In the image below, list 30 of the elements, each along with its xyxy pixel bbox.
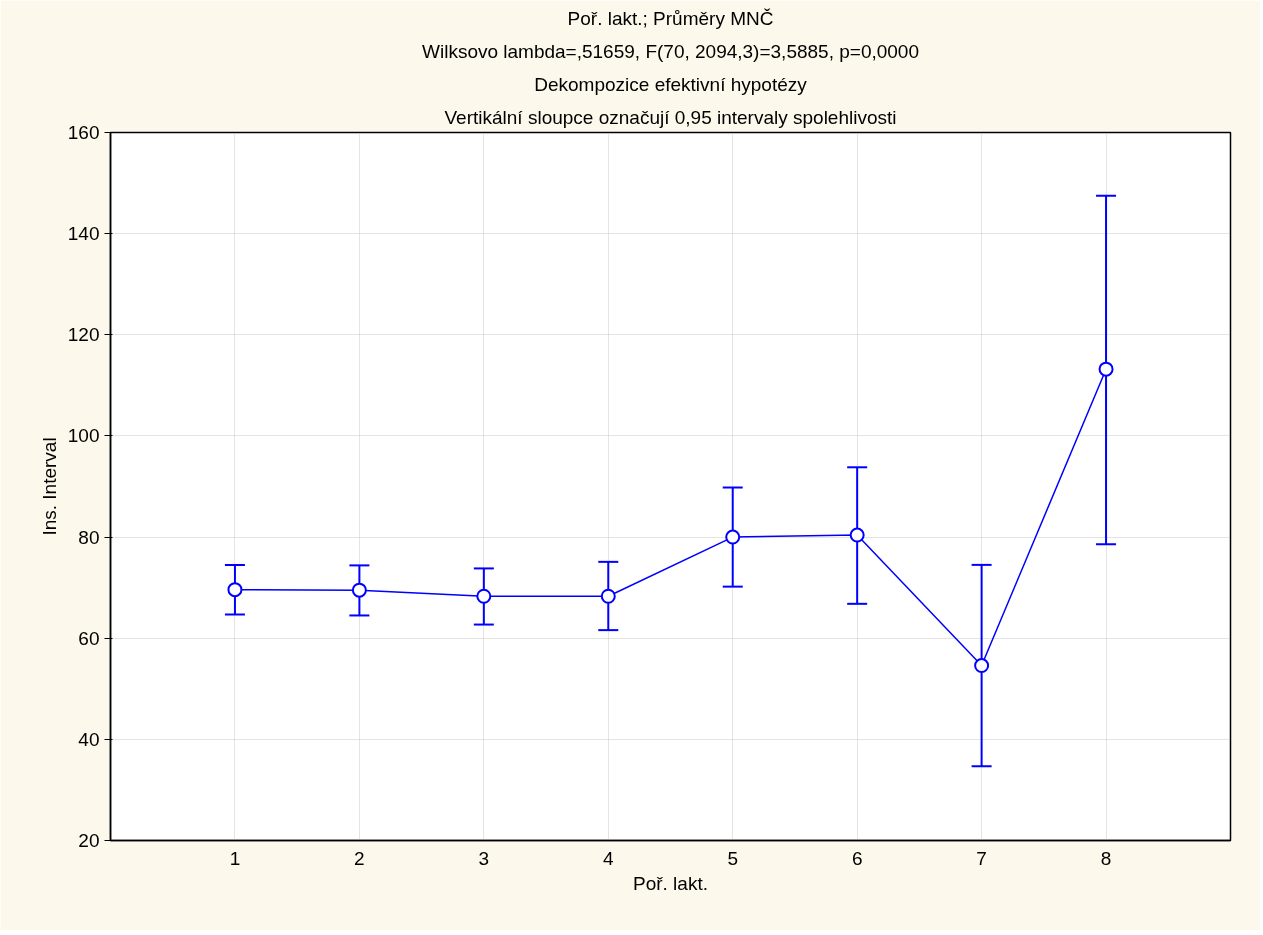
x-tick-label: 7	[976, 847, 987, 869]
x-tick-label: 4	[602, 847, 614, 869]
text: Dekompozice efektivní hypotézy	[534, 73, 808, 95]
y-tick-label: 60	[78, 627, 100, 649]
x-tick-label: 5	[727, 847, 739, 869]
point	[725, 529, 741, 545]
text: Vertikální sloupce označují 0,95 intervaly spolehlivosti	[444, 106, 897, 128]
y-tick-label: 20	[78, 830, 100, 851]
point	[849, 527, 865, 543]
y-tick-label: 120	[67, 324, 100, 346]
x-tick-label: 2	[354, 847, 365, 869]
point	[1098, 361, 1114, 377]
y-tick-label: 100	[67, 425, 100, 447]
point	[600, 588, 616, 604]
y-axis-title: Ins. Interval	[38, 437, 60, 536]
point	[227, 582, 243, 598]
x-tick-label: 1	[229, 847, 241, 869]
y-tick-label: 140	[67, 223, 100, 245]
x-tick-label: 6	[851, 847, 863, 869]
point	[974, 658, 990, 674]
chart-subtitle: Wilksovo lambda=,51659, F(70, 2094,3)=3,5885, p=0,0000	[422, 40, 919, 62]
x-axis-title: Poř. lakt.	[633, 872, 708, 894]
x-tick-label: 3	[478, 847, 490, 869]
y-tick-label: 160	[67, 122, 100, 143]
y-tick-label: 80	[78, 526, 100, 548]
chart-title: Poř. lakt.; Průměry MNČ	[567, 7, 774, 29]
x-tick-label: 8	[1100, 847, 1112, 869]
point	[476, 588, 492, 604]
y-tick-label: 40	[78, 728, 100, 750]
point	[351, 582, 367, 598]
